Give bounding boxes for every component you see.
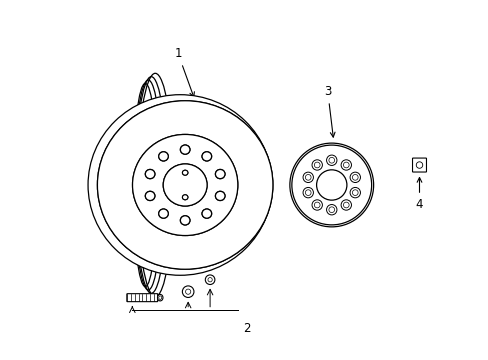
Ellipse shape [145,191,155,201]
Ellipse shape [159,209,168,218]
Ellipse shape [352,175,357,180]
Text: 2: 2 [243,321,250,334]
Ellipse shape [202,209,211,218]
Ellipse shape [185,289,190,294]
Text: 3: 3 [324,85,334,137]
Ellipse shape [182,170,187,175]
Ellipse shape [180,145,189,154]
Ellipse shape [311,160,322,170]
Ellipse shape [145,191,155,201]
Ellipse shape [88,95,272,275]
FancyBboxPatch shape [412,158,426,172]
Ellipse shape [326,204,336,215]
Ellipse shape [97,101,272,269]
Ellipse shape [314,162,320,168]
Ellipse shape [159,152,168,161]
Ellipse shape [311,200,322,210]
Ellipse shape [132,134,237,235]
Ellipse shape [202,209,211,218]
Ellipse shape [215,191,224,201]
Ellipse shape [215,170,224,179]
Ellipse shape [215,170,224,179]
Ellipse shape [182,170,187,175]
Ellipse shape [291,145,371,225]
Ellipse shape [202,152,211,161]
Ellipse shape [182,195,187,200]
Ellipse shape [303,188,313,198]
Ellipse shape [415,162,422,168]
Ellipse shape [97,101,272,269]
Ellipse shape [303,172,313,183]
Ellipse shape [215,191,224,201]
Ellipse shape [314,202,320,208]
Ellipse shape [349,188,360,198]
Ellipse shape [182,195,187,200]
Ellipse shape [163,164,207,206]
Text: 1: 1 [174,48,194,97]
Text: 4: 4 [415,177,423,211]
Ellipse shape [145,170,155,179]
Ellipse shape [157,294,163,301]
Ellipse shape [145,170,155,179]
Ellipse shape [328,157,334,163]
Ellipse shape [180,216,189,225]
Ellipse shape [205,275,214,284]
Ellipse shape [343,202,348,208]
Ellipse shape [159,152,168,161]
FancyBboxPatch shape [126,294,158,302]
Ellipse shape [341,160,351,170]
Ellipse shape [341,200,351,210]
Ellipse shape [202,152,211,161]
Ellipse shape [132,134,237,235]
Ellipse shape [159,296,162,300]
Ellipse shape [163,164,207,206]
Ellipse shape [305,190,310,195]
Ellipse shape [180,145,189,154]
Ellipse shape [207,278,212,282]
Ellipse shape [343,162,348,168]
Ellipse shape [182,286,194,297]
Ellipse shape [305,175,310,180]
Ellipse shape [349,172,360,183]
Ellipse shape [316,170,346,200]
Ellipse shape [328,207,334,212]
Ellipse shape [326,155,336,166]
Ellipse shape [289,143,373,227]
Ellipse shape [352,190,357,195]
Ellipse shape [180,216,189,225]
Ellipse shape [159,209,168,218]
